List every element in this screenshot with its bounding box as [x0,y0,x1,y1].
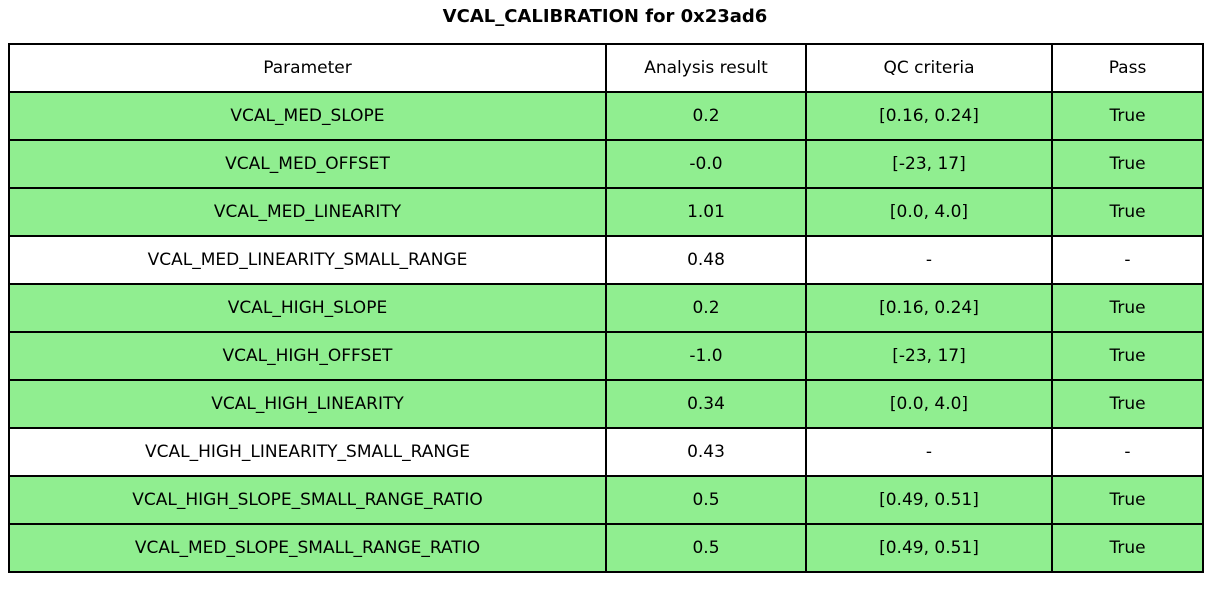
qc-table: Parameter Analysis result QC criteria Pa… [8,43,1204,573]
table-row: VCAL_HIGH_SLOPE_SMALL_RANGE_RATIO 0.5 [0.4… [8,475,1204,525]
cell-qc-criteria: [-23, 17] [805,331,1053,381]
cell-qc-criteria: [0.49, 0.51] [805,523,1053,573]
cell-parameter: VCAL_HIGH_OFFSET [8,331,607,381]
header-row: Parameter Analysis result QC criteria Pa… [8,43,1204,93]
cell-qc-criteria: - [805,235,1053,285]
cell-pass: True [1051,91,1204,141]
cell-analysis-result: 0.43 [605,427,807,477]
table-row: VCAL_MED_OFFSET -0.0 [-23, 17] True [8,139,1204,189]
cell-pass: - [1051,427,1204,477]
cell-pass: True [1051,523,1204,573]
cell-qc-criteria: [0.16, 0.24] [805,91,1053,141]
page-title: VCAL_CALIBRATION for 0x23ad6 [442,6,768,27]
cell-analysis-result: 0.2 [605,283,807,333]
table-header: Parameter Analysis result QC criteria Pa… [8,43,1204,93]
cell-analysis-result: 0.34 [605,379,807,429]
cell-pass: True [1051,331,1204,381]
col-header-analysis-result: Analysis result [605,43,807,93]
cell-qc-criteria: [-23, 17] [805,139,1053,189]
cell-qc-criteria: - [805,427,1053,477]
table-row: VCAL_MED_LINEARITY_SMALL_RANGE 0.48- - [8,235,1204,285]
table-row: VCAL_MED_LINEARITY 1.01 [0.0, 4.0] True [8,187,1204,237]
cell-pass: True [1051,475,1204,525]
cell-parameter: VCAL_MED_SLOPE [8,91,607,141]
table-row: VCAL_MED_SLOPE 0.2 [0.16, 0.24] True [8,91,1204,141]
table-body: VCAL_MED_SLOPE 0.2 [0.16, 0.24] True VCAL_ME… [8,91,1204,573]
cell-qc-criteria: [0.16, 0.24] [805,283,1053,333]
table-row: VCAL_HIGH_SLOPE 0.2 [0.16, 0.24] True [8,283,1204,333]
cell-analysis-result: -0.0 [605,139,807,189]
cell-parameter: VCAL_MED_OFFSET [8,139,607,189]
table-row: VCAL_MED_SLOPE_SMALL_RANGE_RATIO 0.5 [0.49… [8,523,1204,573]
col-header-parameter: Parameter [8,43,607,93]
cell-parameter: VCAL_MED_LINEARITY_SMALL_RANGE [8,235,607,285]
cell-pass: - [1051,235,1204,285]
col-header-qc-criteria: QC criteria [805,43,1053,93]
table-row: VCAL_HIGH_OFFSET -1.0 [-23, 17] True [8,331,1204,381]
cell-parameter: VCAL_HIGH_LINEARITY [8,379,607,429]
cell-qc-criteria: [0.0, 4.0] [805,187,1053,237]
cell-pass: True [1051,379,1204,429]
col-header-pass: Pass [1051,43,1204,93]
cell-analysis-result: 0.48 [605,235,807,285]
cell-analysis-result: 1.01 [605,187,807,237]
cell-parameter: VCAL_MED_LINEARITY [8,187,607,237]
table-row: VCAL_HIGH_LINEARITY_SMALL_RANGE 0.43- - [8,427,1204,477]
cell-qc-criteria: [0.0, 4.0] [805,379,1053,429]
cell-analysis-result: -1.0 [605,331,807,381]
cell-analysis-result: 0.5 [605,523,807,573]
table-row: VCAL_HIGH_LINEARITY 0.34 [0.0, 4.0] True [8,379,1204,429]
cell-parameter: VCAL_HIGH_SLOPE_SMALL_RANGE_RATIO [8,475,607,525]
cell-parameter: VCAL_MED_SLOPE_SMALL_RANGE_RATIO [8,523,607,573]
cell-pass: True [1051,283,1204,333]
cell-parameter: VCAL_HIGH_LINEARITY_SMALL_RANGE [8,427,607,477]
cell-pass: True [1051,187,1204,237]
cell-analysis-result: 0.5 [605,475,807,525]
cell-parameter: VCAL_HIGH_SLOPE [8,283,607,333]
cell-analysis-result: 0.2 [605,91,807,141]
cell-qc-criteria: [0.49, 0.51] [805,475,1053,525]
cell-pass: True [1051,139,1204,189]
